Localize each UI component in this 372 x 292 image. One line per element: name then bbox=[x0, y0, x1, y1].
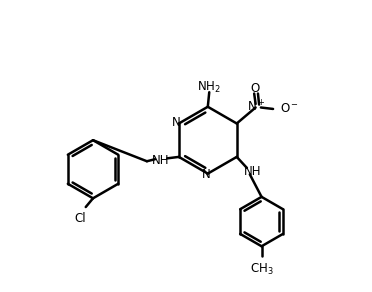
Text: CH$_3$: CH$_3$ bbox=[250, 262, 273, 277]
Text: NH$_2$: NH$_2$ bbox=[197, 79, 221, 95]
Text: N: N bbox=[172, 116, 181, 129]
Text: Cl: Cl bbox=[75, 212, 86, 225]
Text: O$^-$: O$^-$ bbox=[280, 102, 299, 115]
Text: O: O bbox=[251, 82, 260, 95]
Text: NH: NH bbox=[243, 165, 261, 178]
Text: N: N bbox=[202, 168, 211, 181]
Text: N$^+$: N$^+$ bbox=[247, 99, 266, 114]
Text: NH: NH bbox=[152, 154, 170, 167]
